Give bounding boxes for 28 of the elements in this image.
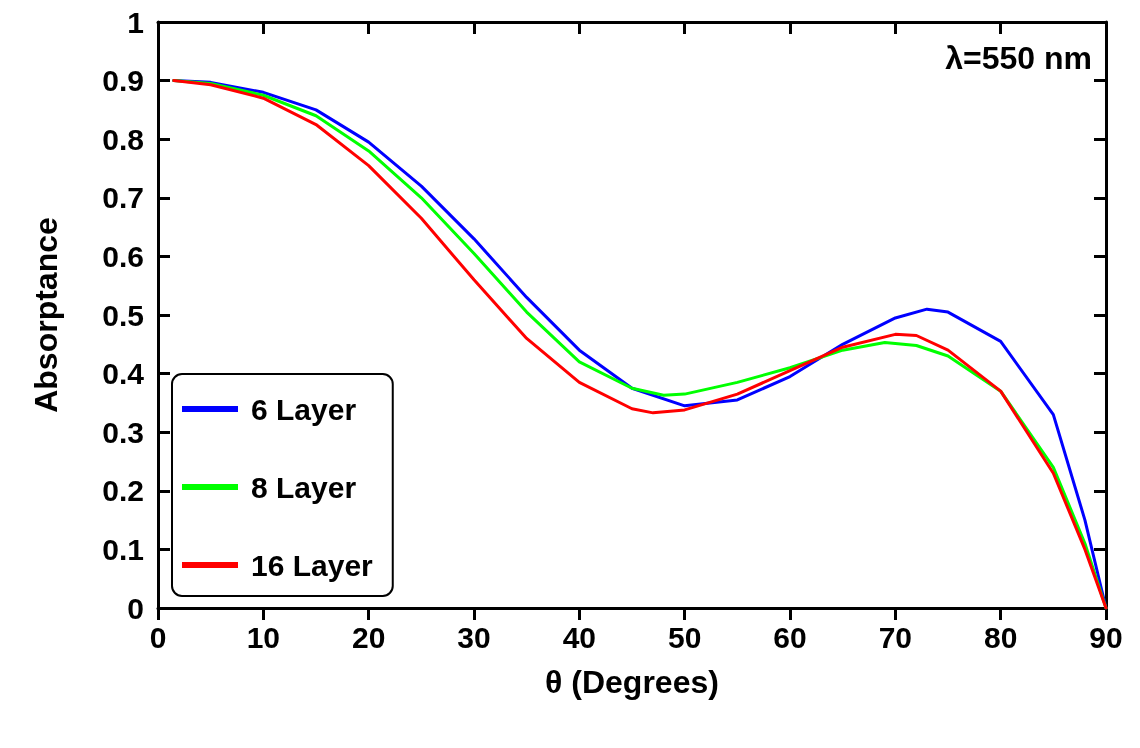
x-tick-label: 20 (351, 620, 386, 654)
y-tick-label: 0.4 (102, 357, 145, 391)
x-axis-title: θ (Degrees) (545, 664, 719, 700)
x-tick-label: 30 (457, 620, 491, 654)
x-tick-label: 40 (562, 620, 597, 654)
y-tick-label: 0.2 (102, 474, 144, 508)
legend-label: 16 Layer (251, 548, 374, 582)
y-tick-label: 0.8 (102, 122, 144, 156)
annotation: λ=550 nm (945, 40, 1092, 76)
x-tick-label: 80 (983, 620, 1018, 654)
legend-label: 8 Layer (251, 470, 357, 504)
y-tick-label: 0.6 (102, 239, 144, 273)
x-tick-label: 10 (246, 620, 281, 654)
x-tick-label: 90 (1089, 620, 1123, 654)
y-tick-label: 0.7 (102, 181, 144, 215)
x-tick-label: 60 (773, 620, 807, 654)
line-series (172, 79, 1108, 610)
y-tick-label: 0.5 (102, 298, 144, 332)
y-tick-label: 0.9 (102, 64, 144, 98)
x-tick-label: 70 (878, 620, 913, 654)
y-axis-title: Absorptance (28, 217, 64, 413)
y-tick-label: 0.3 (102, 415, 144, 449)
y-tick-label: 1 (127, 5, 144, 39)
y-tick-label: 0 (127, 591, 144, 625)
x-tick-label: 50 (667, 620, 702, 654)
x-tick-label: 0 (149, 620, 167, 654)
y-tick-label: 0.1 (102, 532, 144, 566)
legend-label: 6 Layer (251, 392, 357, 426)
